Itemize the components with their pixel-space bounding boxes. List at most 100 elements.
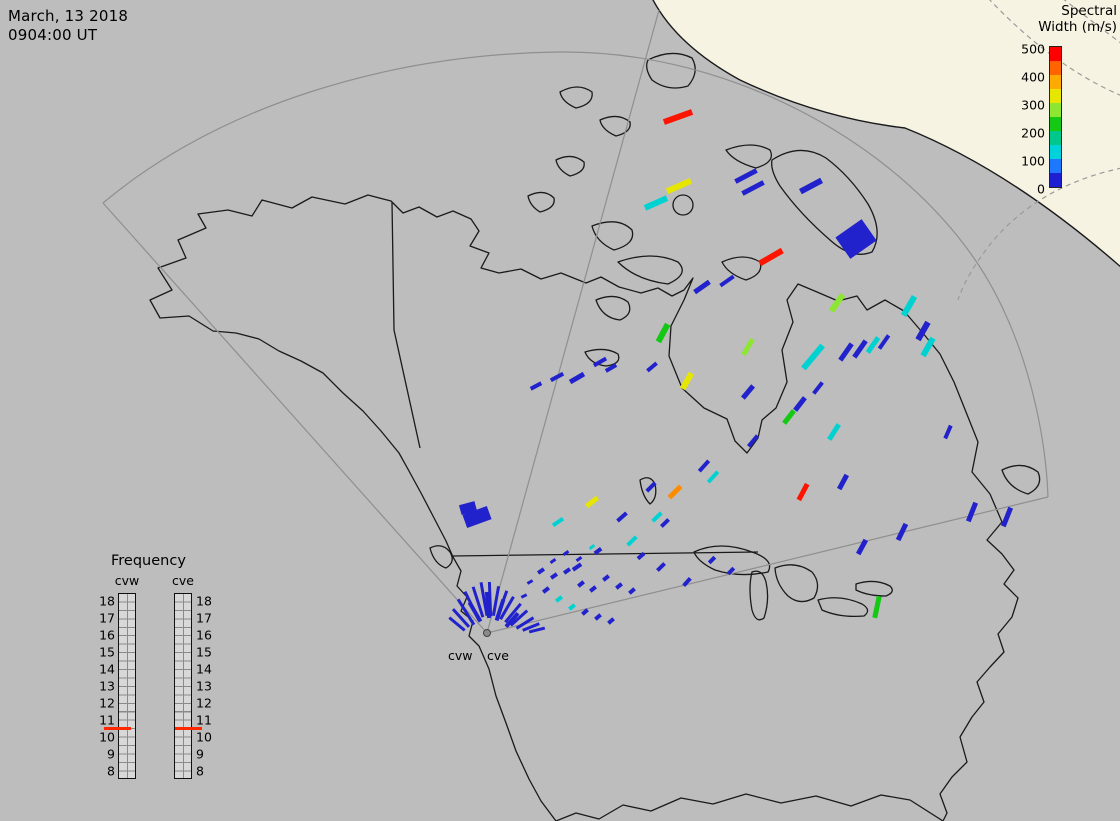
echo-dash [479, 582, 489, 616]
frequency-legend-title: Frequency [111, 553, 186, 569]
echo-dash [549, 371, 565, 383]
colorbar-tick-label: 400 [1021, 69, 1045, 85]
frequency-legend: Frequency cvw cve 18 18 17 17 16 16 15 15 14 14 13… [95, 553, 235, 793]
frequency-tick-cvw: 8 [107, 763, 115, 779]
echo-dash [577, 580, 585, 588]
echo-dash [643, 195, 669, 211]
echo-dash [529, 381, 543, 391]
echo-dash [741, 180, 765, 196]
echo-dash [726, 566, 736, 576]
echo-dash [801, 343, 825, 371]
frequency-tick-cvw: 16 [99, 627, 115, 643]
colorbar-title-line1: Spectral [1061, 3, 1117, 19]
vancouver-island [429, 545, 453, 569]
echo-dash [796, 482, 810, 502]
echo-dash [589, 585, 597, 593]
echo-dash [865, 336, 881, 354]
colorbar-segment [1050, 103, 1061, 117]
frequency-bar-cvw [118, 593, 136, 779]
echo-dash [915, 320, 931, 342]
frequency-tick-cvw: 11 [99, 712, 115, 728]
outside-projection-region [652, 0, 1120, 268]
radar-label-cvw: cvw [448, 648, 473, 663]
echo-dash [467, 601, 483, 623]
echo-dash [515, 616, 535, 630]
frequency-bar-cve [174, 593, 192, 779]
echo-dash [456, 598, 476, 626]
echo-dash [827, 423, 841, 441]
echo-dash [541, 586, 551, 594]
frequency-tick-cve: 17 [196, 610, 212, 626]
colorbar-tick-labels: 500 400 300 200 100 0 [1009, 42, 1045, 197]
echo-dash [458, 501, 478, 515]
echo-dash [828, 293, 846, 313]
echo-dash [855, 538, 869, 556]
echo-dash [499, 595, 515, 621]
colorbar-segment [1050, 173, 1061, 187]
echo-dash [626, 535, 638, 547]
frequency-marker-cve [175, 726, 202, 730]
frequency-column-cvw-label: cvw [114, 573, 140, 588]
colorbar-tick-label: 500 [1021, 41, 1045, 57]
great-lakes [693, 545, 893, 621]
colorbar-segment [1050, 75, 1061, 89]
colorbar-segment [1050, 159, 1061, 173]
echo-dash [812, 381, 824, 395]
frequency-tick-cvw: 13 [99, 678, 115, 694]
echo-dash [588, 544, 596, 550]
echo-dash [719, 274, 735, 288]
echo-dash [551, 516, 565, 528]
colorbar-tick-label: 100 [1021, 153, 1045, 169]
echo-dash [651, 511, 663, 523]
frequency-marker-cvw [104, 726, 131, 730]
echo-dash [836, 473, 850, 491]
frequency-tick-cvw: 15 [99, 644, 115, 660]
echo-dash [628, 587, 636, 595]
echo-dash [504, 602, 522, 624]
echo-dash [793, 396, 807, 412]
colorbar-segment [1050, 47, 1061, 61]
frequency-tick-cve: 14 [196, 661, 212, 677]
frequency-tick-cve: 8 [196, 763, 204, 779]
echo-dash [741, 337, 755, 357]
echo-dash [594, 613, 602, 621]
frequency-tick-cve: 10 [196, 729, 212, 745]
echo-dash [852, 339, 868, 359]
interior-lakes [584, 295, 657, 505]
colorbar-gradient [1049, 46, 1062, 188]
timestamp: March, 13 2018 0904:00 UT [8, 7, 128, 45]
radar-site-marker [483, 629, 491, 637]
colorbar-segment [1050, 131, 1061, 145]
colorbar-title: Spectral Width (m/s) [1038, 3, 1117, 36]
echo-dash [877, 334, 891, 350]
echo-dash [746, 434, 760, 448]
echo-dash [526, 579, 534, 585]
colorbar-tick-label: 200 [1021, 125, 1045, 141]
colorbar-tick-label: 0 [1037, 181, 1045, 197]
echo-dash [602, 574, 610, 582]
echo-dash [448, 616, 466, 632]
echo-dash [895, 522, 909, 542]
fov-middle-edge [486, 9, 660, 634]
echo-dash [562, 567, 572, 575]
echo-dash [615, 582, 623, 590]
frequency-tick-cve: 11 [196, 712, 212, 728]
echo-dash [520, 593, 528, 599]
echo-dash [758, 247, 784, 267]
echo-dash [616, 511, 628, 523]
echo-dash [522, 622, 540, 632]
echo-dash [740, 384, 756, 400]
frequency-tick-cve: 12 [196, 695, 212, 711]
echo-dash [584, 495, 600, 509]
echo-dash [509, 609, 529, 627]
echo-dash [965, 501, 979, 523]
us-canada-border [451, 551, 759, 557]
frequency-tick-cve: 13 [196, 678, 212, 694]
frequency-tick-cve: 15 [196, 644, 212, 660]
frequency-tick-cvw: 12 [99, 695, 115, 711]
echo-dash [798, 177, 824, 195]
echo-dash [667, 484, 683, 500]
echo-dash [528, 626, 546, 634]
echo-dash [679, 371, 695, 391]
